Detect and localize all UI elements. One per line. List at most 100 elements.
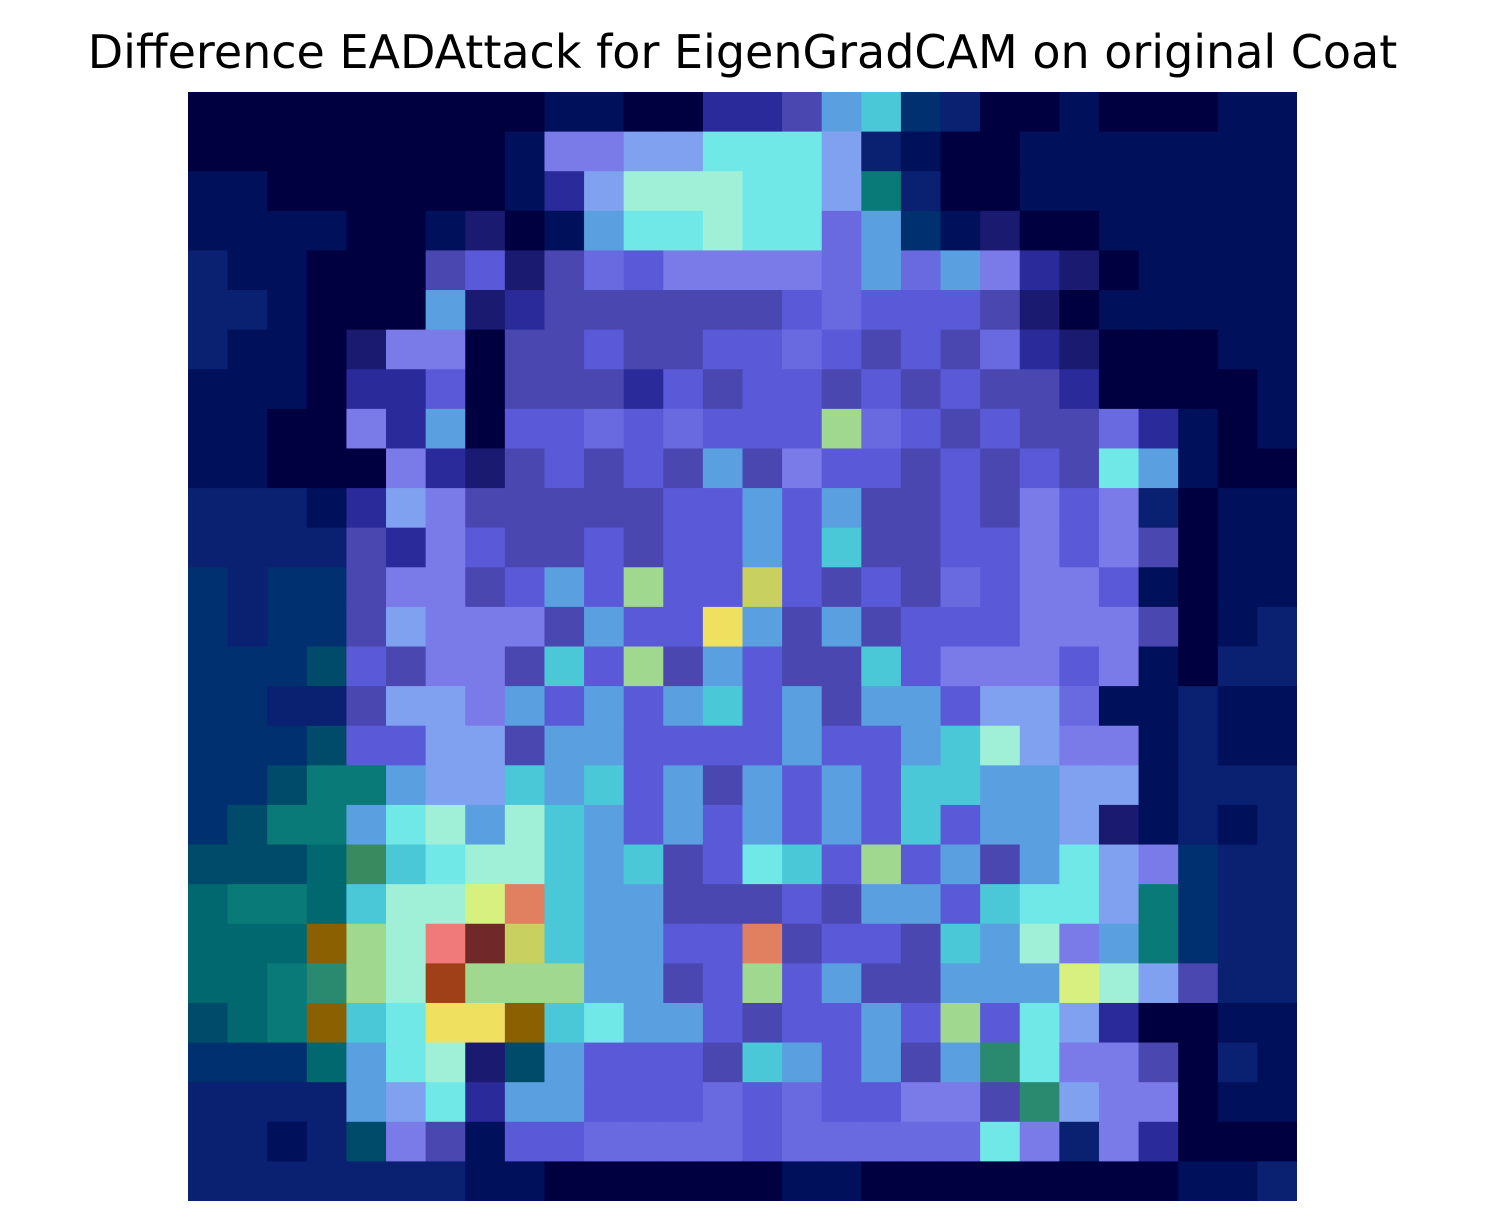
heatmap-cell [663,171,704,212]
heatmap-cell [346,844,387,885]
heatmap-cell [227,369,268,410]
heatmap-cell [1217,765,1258,806]
heatmap-cell [306,210,348,252]
heatmap-cell [702,131,744,172]
heatmap-cell [1257,408,1297,450]
heatmap-cell [663,1042,704,1083]
heatmap-cell [1138,210,1179,252]
heatmap-cell [188,567,229,608]
heatmap-cell [1098,290,1140,331]
heatmap-cell [940,725,981,766]
heatmap-cell [742,606,783,648]
heatmap-cell [465,1082,506,1123]
heatmap-cell [504,1082,546,1123]
heatmap-cell [1019,131,1060,172]
heatmap-cell [267,171,308,212]
heatmap-cell [465,488,506,529]
heatmap-cell [900,408,942,450]
heatmap-cell [1019,92,1060,133]
heatmap-cell [267,606,308,648]
heatmap-cell [1019,923,1060,964]
heatmap-cell [1257,686,1297,727]
heatmap-cell [1217,171,1258,212]
heatmap-cell [544,171,585,212]
heatmap-cell [702,290,744,331]
heatmap-cell [504,1042,546,1083]
heatmap-cell [1178,131,1219,172]
heatmap-cell [1217,250,1258,291]
heatmap-cell [188,646,229,687]
heatmap-cell [386,329,427,370]
heatmap-cell [861,250,902,291]
heatmap-cell [900,646,942,687]
heatmap-cell [584,290,625,331]
heatmap-cell [267,92,308,133]
heatmap-cell [900,567,942,608]
heatmap-cell [188,290,229,331]
heatmap-cell [900,488,942,529]
heatmap-cell [980,923,1021,964]
heatmap-cell [900,804,942,846]
heatmap-cell [742,1121,783,1162]
heatmap-cell [1217,1042,1258,1083]
heatmap-cell [940,1002,981,1044]
heatmap-cell [386,131,427,172]
heatmap-cell [821,210,862,252]
heatmap-cell [702,606,744,648]
heatmap-cell [306,488,348,529]
heatmap-cell [940,92,981,133]
heatmap-cell [1138,606,1179,648]
heatmap-cell [386,606,427,648]
heatmap-cell [940,567,981,608]
heatmap-cell [1059,1042,1100,1083]
heatmap-cell [1217,567,1258,608]
heatmap-cell [267,1082,308,1123]
heatmap-image [188,92,1297,1201]
heatmap-cell [1217,527,1258,568]
heatmap-cell [386,488,427,529]
heatmap-cell [1178,606,1219,648]
heatmap-cell [663,1002,704,1044]
heatmap-cell [1019,765,1060,806]
heatmap-cell [425,408,466,450]
heatmap-cell [940,527,981,568]
heatmap-cell [1138,646,1179,687]
heatmap-cell [386,527,427,568]
heatmap-cell [940,1121,981,1162]
heatmap-cell [980,1161,1021,1201]
heatmap-cell [346,1002,387,1044]
heatmap-cell [980,488,1021,529]
heatmap-cell [504,171,546,212]
heatmap-cell [584,884,625,925]
heatmap-cell [306,804,348,846]
heatmap-cell [1059,686,1100,727]
heatmap-cell [1257,1042,1297,1083]
heatmap-cell [1019,884,1060,925]
heatmap-cell [940,131,981,172]
heatmap-cell [663,923,704,964]
heatmap-cell [782,171,823,212]
heatmap-cell [861,725,902,766]
heatmap-cell [1217,329,1258,370]
heatmap-cell [1138,369,1179,410]
heatmap-cell [1178,1042,1219,1083]
heatmap-cell [623,844,664,885]
heatmap-cell [1178,1082,1219,1123]
heatmap-cell [346,923,387,964]
heatmap-cell [1019,646,1060,687]
heatmap-cell [584,408,625,450]
heatmap-cell [1138,290,1179,331]
heatmap-cell [861,884,902,925]
heatmap-cell [900,1161,942,1201]
heatmap-cell [861,923,902,964]
heatmap-cell [504,1002,546,1044]
heatmap-cell [742,804,783,846]
heatmap-cell [504,369,546,410]
heatmap-cell [663,963,704,1004]
heatmap-cell [306,1042,348,1083]
heatmap-cell [742,290,783,331]
heatmap-cell [1019,1121,1060,1162]
heatmap-cell [663,884,704,925]
heatmap-cell [386,1121,427,1162]
heatmap-cell [1098,131,1140,172]
